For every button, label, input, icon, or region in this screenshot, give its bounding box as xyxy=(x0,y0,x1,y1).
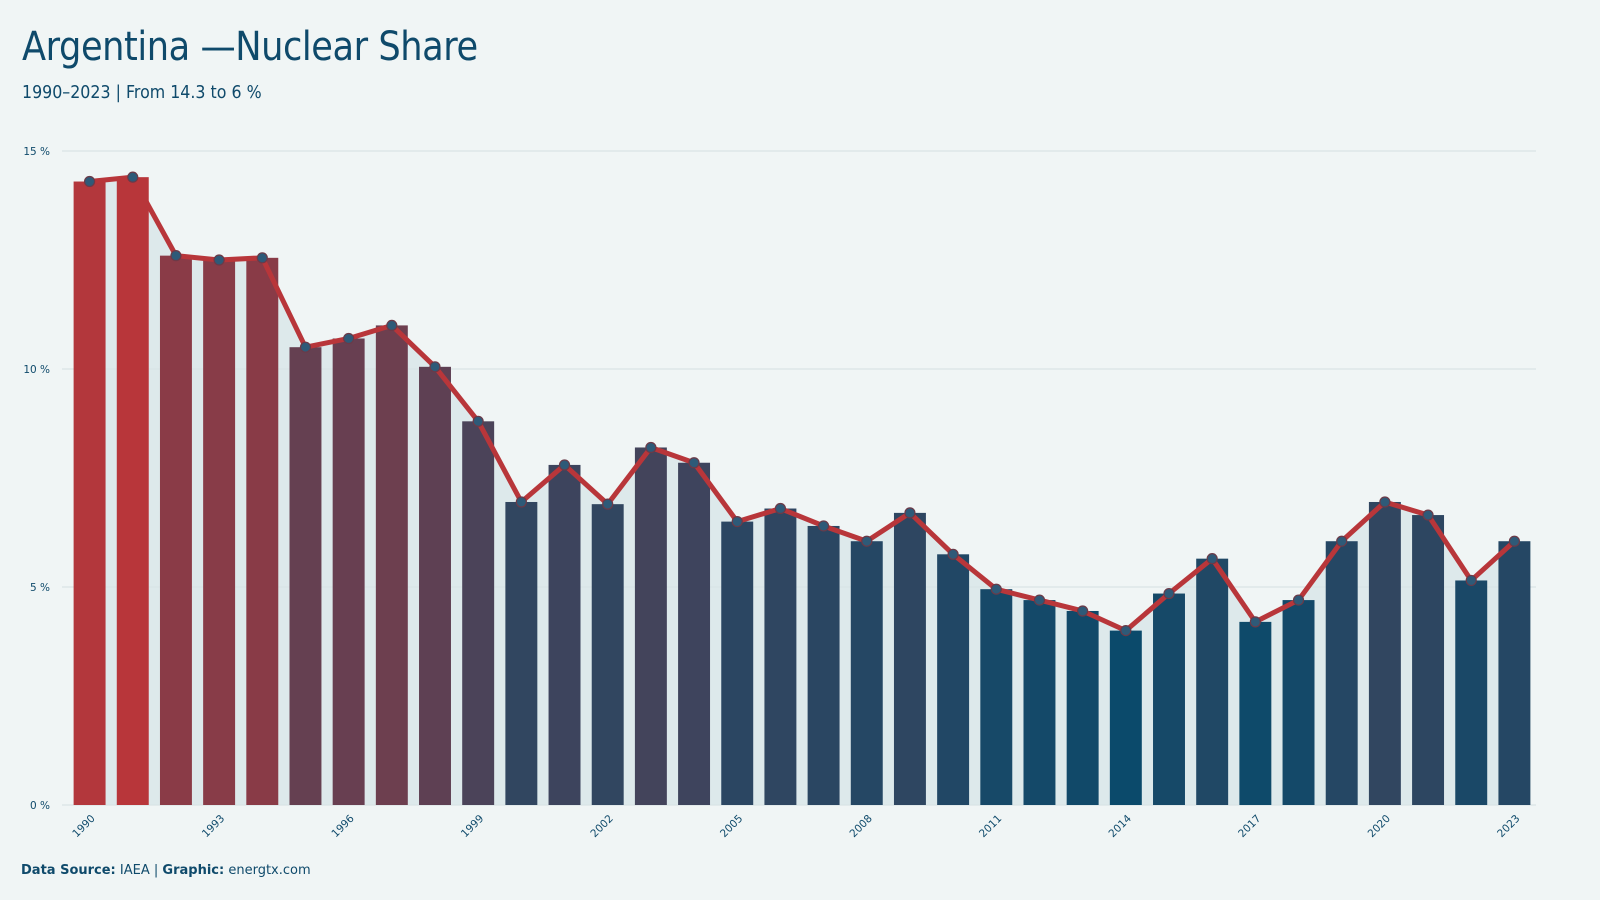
point-1998 xyxy=(429,361,441,373)
point-2011 xyxy=(990,583,1002,595)
footer: Data Source: IAEA | Graphic: energtx.com xyxy=(21,863,311,878)
point-1991 xyxy=(127,171,139,183)
point-1993 xyxy=(213,254,225,266)
point-2019 xyxy=(1336,535,1348,547)
bar-2019 xyxy=(1325,541,1358,805)
y-tick-label: 15 % xyxy=(23,146,50,158)
x-tick-label: 2014 xyxy=(1107,812,1135,840)
point-2010 xyxy=(947,548,959,560)
bar-1990 xyxy=(73,181,106,805)
point-2021 xyxy=(1422,509,1434,521)
x-tick-label: 2011 xyxy=(977,813,1004,840)
point-2015 xyxy=(1163,587,1175,600)
bar-2009 xyxy=(893,512,926,805)
x-tick-label: 2002 xyxy=(588,813,615,840)
bar-2000 xyxy=(505,501,538,805)
point-2020 xyxy=(1379,496,1391,508)
point-1996 xyxy=(343,332,355,345)
point-2012 xyxy=(1033,594,1046,606)
bar-2018 xyxy=(1282,600,1315,805)
point-1995 xyxy=(299,341,312,353)
bar-2017 xyxy=(1239,621,1272,805)
point-2006 xyxy=(774,502,787,515)
page-title: Argentina —Nuclear Share xyxy=(22,24,478,70)
x-tick-label: 1993 xyxy=(200,813,227,840)
bar-2012 xyxy=(1023,600,1056,805)
bar-2002 xyxy=(591,504,624,805)
bar-1997 xyxy=(375,325,408,805)
graphic-label: Graphic: xyxy=(162,863,225,878)
x-tick-label: 2008 xyxy=(847,813,874,840)
line-layer xyxy=(87,174,1517,634)
bar-2011 xyxy=(980,589,1013,805)
point-2009 xyxy=(904,507,916,519)
bar-1995 xyxy=(289,347,322,805)
point-2003 xyxy=(645,441,657,454)
bar-2007 xyxy=(807,525,840,805)
source-label: Data Source: xyxy=(21,863,116,878)
x-tick-label: 2017 xyxy=(1236,813,1263,840)
page-subtitle: 1990–2023 | From 14.3 to 6 % xyxy=(22,82,262,103)
bar-1998 xyxy=(419,366,451,805)
point-2004 xyxy=(688,457,700,469)
bar-2003 xyxy=(634,447,667,805)
point-2017 xyxy=(1249,616,1261,628)
point-2007 xyxy=(817,520,830,532)
bar-2001 xyxy=(548,464,581,805)
point-2014 xyxy=(1120,624,1132,637)
bar-1993 xyxy=(203,260,236,805)
bar-2014 xyxy=(1109,630,1142,805)
bar-2004 xyxy=(678,462,711,805)
y-tick-label: 0 % xyxy=(30,800,50,812)
series-line xyxy=(87,174,1517,634)
bar-1991 xyxy=(116,177,149,805)
bar-2021 xyxy=(1412,515,1445,805)
point-2001 xyxy=(558,459,571,471)
point-1990 xyxy=(83,175,96,188)
point-2005 xyxy=(731,515,743,528)
point-2008 xyxy=(861,535,873,547)
source-value: IAEA xyxy=(119,863,150,878)
x-tick-label: 1999 xyxy=(459,813,486,840)
bar-1992 xyxy=(159,255,192,805)
point-2000 xyxy=(515,496,527,508)
bar-2008 xyxy=(850,541,883,805)
x-tick-label: 1990 xyxy=(70,813,97,840)
bar-2005 xyxy=(721,521,754,805)
point-2018 xyxy=(1292,594,1305,606)
bar-2023 xyxy=(1498,541,1531,805)
x-tick-label: 1996 xyxy=(329,812,357,840)
x-tick-label: 2020 xyxy=(1366,813,1393,840)
bar-2015 xyxy=(1153,593,1185,805)
point-2013 xyxy=(1077,605,1089,617)
point-2016 xyxy=(1206,553,1218,565)
x-tick-label: 2023 xyxy=(1495,813,1522,840)
marker-layer xyxy=(83,171,1521,637)
point-2002 xyxy=(602,498,614,510)
bar-2010 xyxy=(937,554,970,805)
point-1994 xyxy=(256,252,268,264)
y-axis: 0 % 5 % 10 % 15 % xyxy=(23,146,50,812)
point-2022 xyxy=(1465,574,1477,587)
bar-2016 xyxy=(1196,558,1229,805)
point-1999 xyxy=(472,415,484,427)
bar-2022 xyxy=(1455,580,1488,805)
x-tick-label: 2005 xyxy=(718,813,745,840)
bar-2020 xyxy=(1368,501,1401,805)
footer-separator: | xyxy=(153,863,159,878)
bar-1999 xyxy=(462,421,495,805)
bar-2013 xyxy=(1066,610,1099,805)
bar-1994 xyxy=(246,257,279,805)
graphic-value: energtx.com xyxy=(228,863,311,878)
bar-2006 xyxy=(764,508,797,805)
point-1992 xyxy=(170,250,182,262)
x-axis: 1990 1993 1996 1999 2002 2005 2008 2011 2014 2017… xyxy=(70,812,1522,840)
y-tick-label: 5 % xyxy=(30,582,50,594)
bar-1996 xyxy=(332,338,365,805)
point-1997 xyxy=(386,319,398,331)
point-2023 xyxy=(1508,535,1521,547)
y-tick-label: 10 % xyxy=(23,364,50,376)
bar-layer xyxy=(73,177,1531,805)
